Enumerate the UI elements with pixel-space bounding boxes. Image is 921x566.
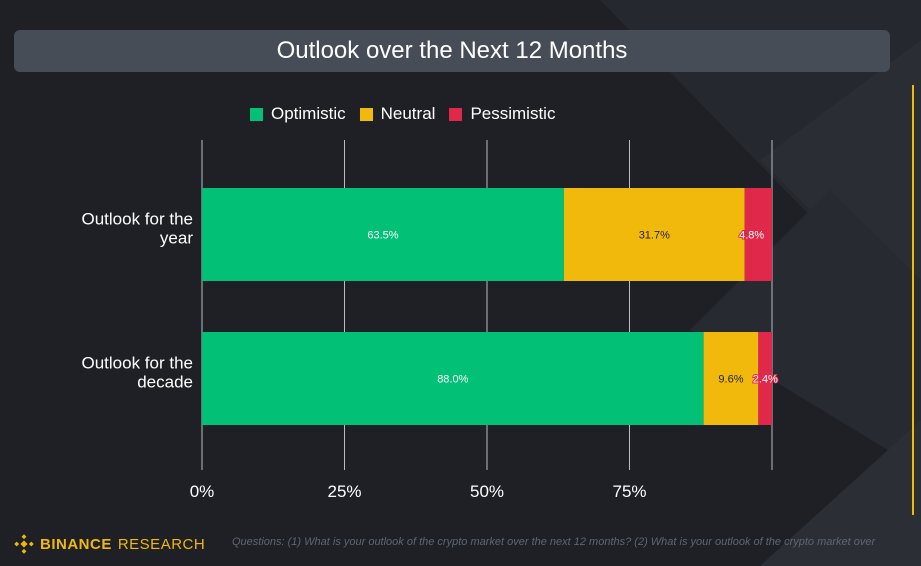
category-label-line: decade xyxy=(137,373,193,392)
bar-optimistic-0 xyxy=(202,188,564,281)
chart-title: Outlook over the Next 12 Months xyxy=(276,37,628,64)
legend-swatch-pessimistic xyxy=(449,107,463,121)
footer-questions-note: Questions: (1) What is your outlook of t… xyxy=(232,536,876,548)
bar-pessimistic-1 xyxy=(758,332,772,425)
logo-brand-text: BINANCE xyxy=(40,535,112,553)
logo-sub-text: RESEARCH xyxy=(117,535,206,553)
binance-research-logo: BINANCE RESEARCH xyxy=(14,533,205,555)
x-tick-label-3: 75% xyxy=(612,482,646,501)
category-label-line: Outlook for the xyxy=(81,210,193,229)
legend-item-neutral: Neutral xyxy=(359,104,436,124)
x-tick-label-2: 50% xyxy=(470,482,504,501)
category-label-0: Outlook for the year xyxy=(81,210,193,248)
data-label-neutral-0: 31.7% xyxy=(639,230,670,242)
data-label-pessimistic-0: 4.8% xyxy=(739,230,764,242)
category-label-line: year xyxy=(160,229,193,248)
legend-item-pessimistic: Pessimistic xyxy=(449,104,555,124)
binance-logo-icon xyxy=(14,534,34,554)
category-label-1: Outlook for the decade xyxy=(81,354,193,392)
legend-swatch-neutral xyxy=(359,107,373,121)
right-accent-line xyxy=(912,85,914,515)
data-label-optimistic-0: 63.5% xyxy=(367,230,398,242)
data-label-optimistic-1: 88.0% xyxy=(437,374,468,386)
chart-legend: Optimistic Neutral Pessimistic xyxy=(250,103,555,125)
bar-neutral-1 xyxy=(703,332,759,425)
x-tick-label-1: 25% xyxy=(327,482,361,501)
legend-label-optimistic: Optimistic xyxy=(271,104,346,123)
data-label-pessimistic-1: 2.4% xyxy=(753,374,778,386)
legend-label-neutral: Neutral xyxy=(380,104,436,123)
legend-swatch-optimistic xyxy=(250,107,263,121)
x-tick-label-0: 0% xyxy=(190,482,215,501)
legend-item-optimistic: Optimistic xyxy=(250,104,346,124)
data-label-neutral-1: 9.6% xyxy=(718,374,743,386)
bar-neutral-0 xyxy=(563,188,745,281)
chart-title-bar: Outlook over the Next 12 Months xyxy=(14,30,890,72)
legend-label-pessimistic: Pessimistic xyxy=(470,104,556,123)
bar-pessimistic-0 xyxy=(744,188,772,281)
category-label-line: Outlook for the xyxy=(81,354,193,373)
bar-optimistic-1 xyxy=(202,332,704,425)
